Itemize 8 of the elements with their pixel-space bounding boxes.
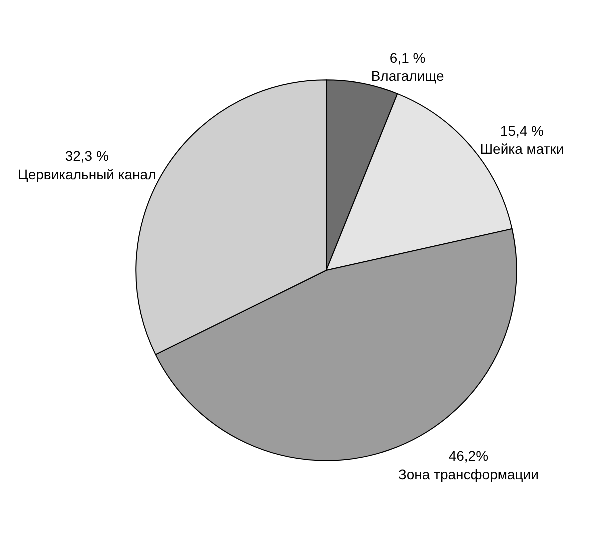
data-label: 6,1 % xyxy=(390,50,426,66)
data-label: 46,2% xyxy=(448,448,489,464)
slice-label: Зона трансформации xyxy=(398,466,539,482)
slice-label: Цервикальный канал xyxy=(18,166,156,182)
data-label: 15,4 % xyxy=(500,123,544,140)
slice-label: Влагалище xyxy=(371,68,445,84)
data-label: 32,3 % xyxy=(65,148,109,164)
slice-label: Шейка матки xyxy=(480,141,564,158)
